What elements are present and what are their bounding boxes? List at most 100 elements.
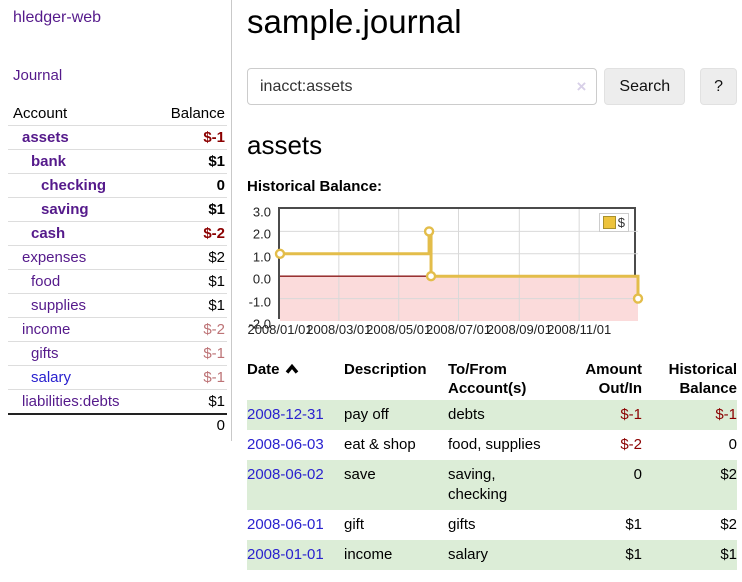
accounts-total-row: 0: [8, 413, 227, 435]
account-balance: $-1: [203, 369, 225, 386]
transaction-date-link[interactable]: 2008-06-02: [247, 466, 324, 483]
help-button[interactable]: ?: [700, 68, 737, 105]
chart-plot-area: $: [274, 207, 644, 321]
y-tick-label: 0.0: [252, 271, 271, 287]
brand-link[interactable]: hledger-web: [13, 9, 102, 26]
search-input-wrap: ×: [247, 68, 598, 105]
y-tick-label: -1.0: [248, 294, 271, 310]
accounts-table-header: Account Balance: [8, 102, 227, 125]
accounts-column-header: To/From Account(s): [448, 361, 527, 397]
account-row: liabilities:debts $1: [8, 389, 227, 413]
transaction-description: gift: [344, 516, 365, 533]
account-balance: $1: [208, 201, 225, 218]
account-link[interactable]: supplies: [31, 297, 87, 314]
sidebar-item-journal[interactable]: Journal: [13, 67, 63, 84]
search-button[interactable]: Search: [604, 68, 686, 105]
account-balance: $-2: [203, 321, 225, 338]
x-tick-label: 2008/11/01: [547, 322, 612, 337]
balance-column-header: Historical Balance: [668, 361, 737, 397]
table-row: 2008-06-03 eat & shop food, supplies $-2 0: [247, 430, 737, 460]
transaction-description: pay off: [344, 406, 389, 423]
y-tick-label: 2.0: [252, 226, 271, 242]
account-link[interactable]: cash: [31, 225, 66, 242]
date-column-header[interactable]: Date: [247, 358, 344, 400]
account-heading: assets: [247, 130, 323, 160]
legend-label: $: [617, 215, 625, 230]
historical-balance-chart: 3.0 2.0 1.0 0.0 -1.0 -2.0 $ 2008/01/01 2008/03…: [247, 205, 647, 338]
account-balance: $1: [208, 153, 225, 170]
accounts-table: Account Balance assets $-1 bank $1 checking 0…: [8, 102, 227, 435]
transaction-date-link[interactable]: 2008-06-01: [247, 516, 324, 533]
transaction-amount: $1: [625, 516, 642, 533]
chart-y-axis: 3.0 2.0 1.0 0.0 -1.0 -2.0: [247, 205, 274, 332]
account-row: salary $-1: [8, 365, 227, 389]
account-balance: $-1: [203, 129, 225, 146]
page-title: sample.journal: [247, 3, 462, 40]
account-link[interactable]: checking: [41, 177, 107, 194]
account-link[interactable]: expenses: [22, 249, 87, 266]
accounts-table-body: assets $-1 bank $1 checking 0 saving $1 cash $-2 e…: [8, 125, 227, 413]
account-row: saving $1: [8, 197, 227, 221]
x-tick-label: 2008/07/01: [425, 322, 492, 337]
transaction-balance: $1: [720, 546, 737, 563]
account-link[interactable]: assets: [22, 129, 69, 146]
transaction-description: income: [344, 546, 393, 563]
account-column-header: Account: [13, 105, 68, 122]
table-row: 2008-06-01 gift gifts $1 $2: [247, 510, 737, 540]
account-row: checking 0: [8, 173, 227, 197]
transaction-description: eat & shop: [344, 436, 416, 453]
legend-swatch-icon: [602, 216, 616, 229]
account-link[interactable]: income: [22, 321, 71, 338]
chart-legend: $: [598, 213, 629, 232]
account-balance: $2: [208, 249, 225, 266]
transaction-balance: $-1: [715, 406, 737, 423]
amount-column-header: Amount Out/In: [585, 361, 642, 397]
main-content: sample.journal × Search ? assets Histori…: [247, 3, 737, 570]
account-row: bank $1: [8, 149, 227, 173]
transaction-date-link[interactable]: 2008-12-31: [247, 406, 324, 423]
account-row: cash $-2: [8, 221, 227, 245]
account-link[interactable]: food: [31, 273, 61, 290]
transaction-date-link[interactable]: 2008-01-01: [247, 546, 324, 563]
transaction-date-link[interactable]: 2008-06-03: [247, 436, 324, 453]
account-link[interactable]: bank: [31, 153, 67, 170]
transaction-accounts: gifts: [448, 516, 476, 533]
table-row: 2008-06-02 save saving, checking 0 $2: [247, 460, 737, 510]
y-tick-label: -2.0: [248, 316, 271, 332]
account-row: income $-2: [8, 317, 227, 341]
chart-title: Historical Balance:: [247, 178, 383, 195]
table-row: 2008-01-01 income salary $1 $1: [247, 540, 737, 570]
x-tick-label: 2008/01/01: [247, 322, 313, 337]
transaction-amount: $-1: [620, 406, 642, 423]
account-row: food $1: [8, 269, 227, 293]
chart-x-axis: 2008/01/01 2008/03/01 2008/05/01 2008/07/01…: [247, 322, 636, 338]
x-tick-label: 2008/03/01: [306, 322, 372, 337]
description-column-header: Description: [344, 361, 427, 378]
register-table-body: 2008-12-31 pay off debts $-1 $-1 2008-06-03 ea…: [247, 400, 737, 570]
transaction-accounts: food, supplies: [448, 436, 541, 453]
transaction-amount: $-2: [620, 436, 642, 453]
register-table-header-row: Date Description To/From Account(s) Amou…: [247, 358, 737, 400]
y-tick-label: 3.0: [252, 204, 271, 220]
x-tick-label: 2008/09/01: [486, 322, 552, 337]
clear-search-icon[interactable]: ×: [576, 76, 587, 96]
account-link[interactable]: saving: [41, 201, 89, 218]
account-balance: 0: [216, 177, 225, 194]
account-balance: $1: [208, 393, 225, 410]
y-tick-label: 1.0: [252, 249, 271, 265]
register-table: Date Description To/From Account(s) Amou…: [247, 358, 737, 570]
account-balance: $1: [208, 297, 225, 314]
accounts-total-value: 0: [216, 416, 225, 434]
account-balance: $1: [208, 273, 225, 290]
sort-ascending-icon: [285, 363, 298, 374]
account-link[interactable]: salary: [31, 369, 72, 386]
transaction-balance: $2: [720, 516, 737, 533]
account-row: expenses $2: [8, 245, 227, 269]
sidebar: hledger-web Journal Account Balance asse…: [0, 0, 232, 441]
search-input[interactable]: [247, 68, 598, 105]
account-link[interactable]: liabilities:debts: [22, 393, 120, 410]
account-row: gifts $-1: [8, 341, 227, 365]
x-tick-label: 2008/05/01: [366, 322, 432, 337]
account-link[interactable]: gifts: [31, 345, 59, 362]
transaction-accounts: saving, checking: [448, 466, 508, 503]
